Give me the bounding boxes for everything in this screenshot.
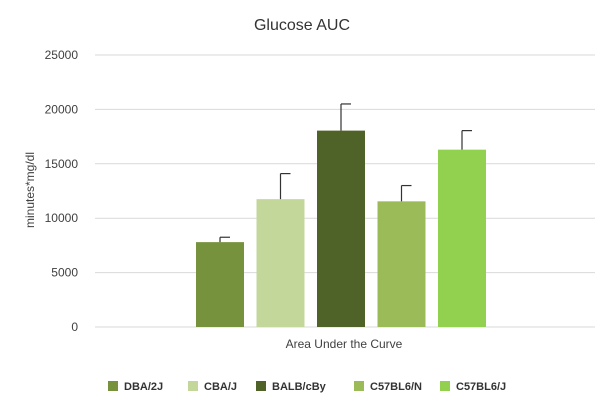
legend-label: C57BL6/N [370, 381, 422, 393]
legend-label: DBA/2J [124, 381, 163, 393]
y-axis-ticks: 0 5000 10000 15000 20000 25000 [45, 48, 79, 334]
y-tick-label: 25000 [45, 48, 79, 62]
chart-title: Glucose AUC [254, 17, 350, 34]
legend-swatch [108, 381, 118, 391]
y-tick-label: 0 [71, 320, 78, 334]
legend-swatch [256, 381, 266, 391]
legend-swatch [188, 381, 198, 391]
legend-label: C57BL6/J [456, 381, 506, 393]
legend-label: CBA/J [204, 381, 237, 393]
y-axis-label: minutes*mg/dl [23, 152, 37, 228]
bars [196, 103, 486, 327]
bar [196, 242, 244, 327]
legend: DBA/2J CBA/J BALB/cBy C57BL6/N C57BL6/J [108, 381, 506, 393]
x-axis-label: Area Under the Curve [286, 337, 403, 351]
y-tick-label: 20000 [45, 102, 79, 116]
bar [438, 149, 486, 327]
legend-label: BALB/cBy [272, 381, 327, 393]
legend-swatch [440, 381, 450, 391]
legend-swatch [354, 381, 364, 391]
bar [317, 130, 365, 327]
bar [377, 201, 426, 327]
y-tick-label: 10000 [45, 211, 79, 225]
y-tick-label: 15000 [45, 157, 79, 171]
bar [256, 199, 305, 327]
y-tick-label: 5000 [51, 266, 78, 280]
